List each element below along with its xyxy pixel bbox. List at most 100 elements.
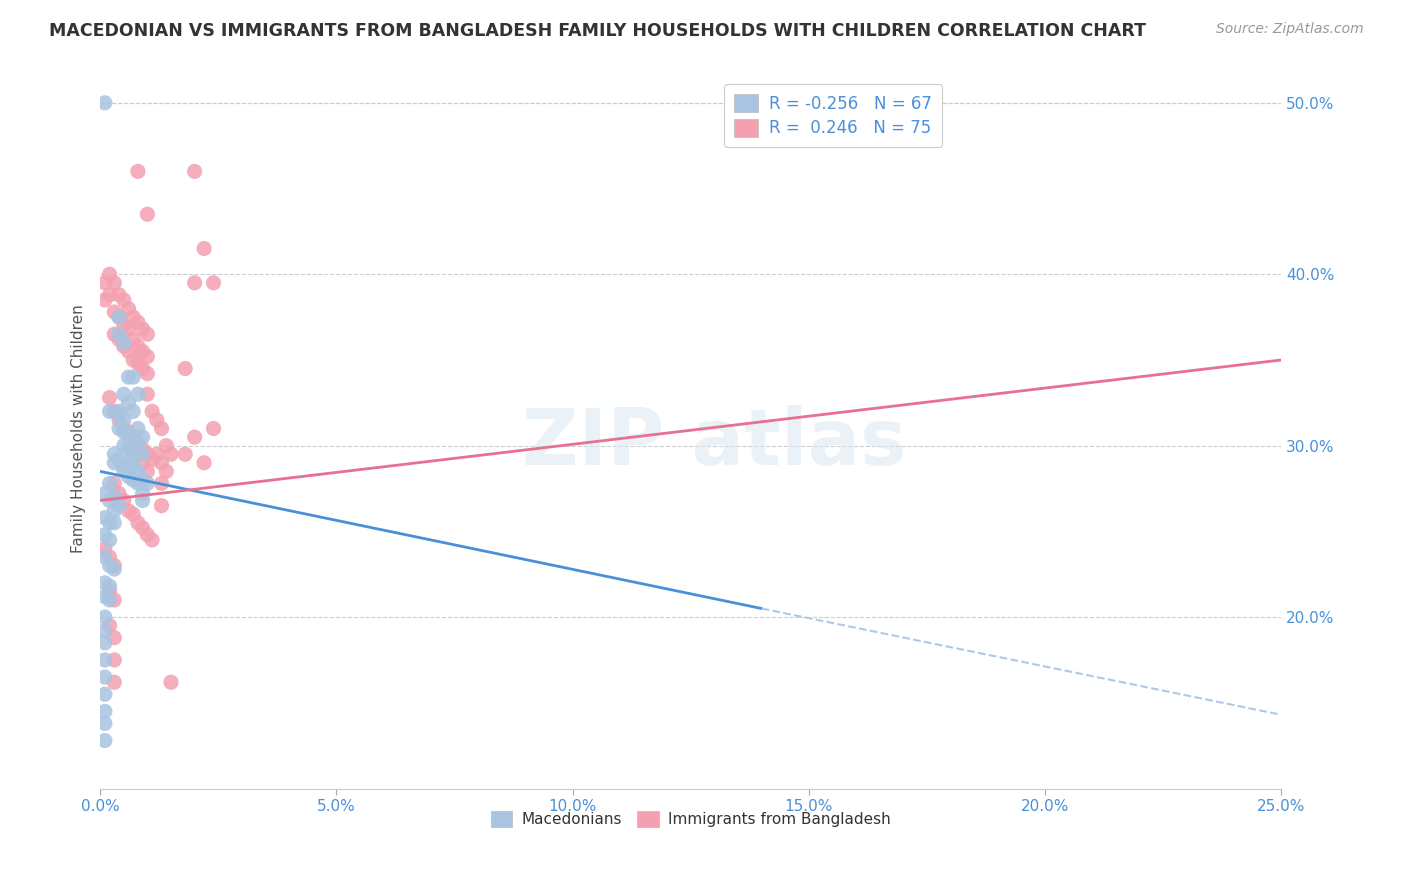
- Point: [131, 486, 153, 500]
- Point: [141, 404, 163, 418]
- Point: [136, 367, 159, 381]
- Point: [112, 425, 135, 439]
- Point: [117, 456, 139, 470]
- Point: [108, 499, 131, 513]
- Point: [98, 579, 121, 593]
- Point: [127, 435, 149, 450]
- Point: [112, 339, 135, 353]
- Point: [94, 687, 117, 701]
- Point: [146, 447, 169, 461]
- Point: [108, 288, 131, 302]
- Point: [112, 335, 135, 350]
- Point: [108, 486, 131, 500]
- Point: [103, 456, 125, 470]
- Point: [103, 490, 125, 504]
- Point: [122, 332, 145, 346]
- Point: [103, 276, 125, 290]
- Point: [127, 387, 149, 401]
- Point: [108, 332, 131, 346]
- Point: [122, 507, 145, 521]
- Point: [98, 391, 121, 405]
- Point: [150, 476, 173, 491]
- Point: [103, 516, 125, 530]
- Point: [202, 421, 225, 435]
- Point: [131, 493, 153, 508]
- Point: [94, 716, 117, 731]
- Legend: Macedonians, Immigrants from Bangladesh: Macedonians, Immigrants from Bangladesh: [484, 803, 898, 835]
- Point: [112, 464, 135, 478]
- Point: [193, 242, 215, 256]
- Point: [112, 387, 135, 401]
- Point: [117, 469, 139, 483]
- Point: [103, 476, 125, 491]
- Point: [94, 705, 117, 719]
- Point: [122, 353, 145, 368]
- Point: [127, 464, 149, 478]
- Point: [117, 370, 139, 384]
- Point: [108, 421, 131, 435]
- Point: [94, 636, 117, 650]
- Point: [108, 310, 131, 324]
- Point: [136, 327, 159, 342]
- Point: [136, 387, 159, 401]
- Point: [131, 442, 153, 456]
- Point: [103, 447, 125, 461]
- Point: [103, 653, 125, 667]
- Point: [183, 164, 205, 178]
- Text: Source: ZipAtlas.com: Source: ZipAtlas.com: [1216, 22, 1364, 37]
- Point: [146, 413, 169, 427]
- Point: [98, 476, 121, 491]
- Point: [108, 327, 131, 342]
- Point: [183, 430, 205, 444]
- Point: [103, 504, 125, 518]
- Point: [94, 733, 117, 747]
- Point: [103, 631, 125, 645]
- Point: [117, 322, 139, 336]
- Point: [94, 510, 117, 524]
- Point: [155, 439, 177, 453]
- Point: [150, 499, 173, 513]
- Point: [98, 533, 121, 547]
- Point: [103, 675, 125, 690]
- Point: [183, 276, 205, 290]
- Point: [103, 593, 125, 607]
- Point: [131, 473, 153, 487]
- Point: [136, 207, 159, 221]
- Point: [98, 584, 121, 599]
- Point: [108, 413, 131, 427]
- Point: [94, 575, 117, 590]
- Point: [127, 164, 149, 178]
- Point: [193, 456, 215, 470]
- Point: [155, 464, 177, 478]
- Point: [131, 322, 153, 336]
- Point: [103, 404, 125, 418]
- Point: [94, 528, 117, 542]
- Point: [117, 442, 139, 456]
- Point: [112, 439, 135, 453]
- Point: [98, 516, 121, 530]
- Point: [117, 425, 139, 439]
- Point: [136, 528, 159, 542]
- Point: [122, 404, 145, 418]
- Point: [136, 350, 159, 364]
- Point: [98, 288, 121, 302]
- Point: [122, 310, 145, 324]
- Point: [112, 318, 135, 333]
- Point: [117, 430, 139, 444]
- Point: [112, 413, 135, 427]
- Point: [112, 459, 135, 474]
- Point: [94, 590, 117, 604]
- Point: [112, 421, 135, 435]
- Point: [131, 456, 153, 470]
- Point: [117, 344, 139, 359]
- Point: [202, 276, 225, 290]
- Point: [122, 473, 145, 487]
- Point: [127, 447, 149, 461]
- Point: [94, 541, 117, 556]
- Point: [117, 504, 139, 518]
- Point: [112, 493, 135, 508]
- Point: [122, 370, 145, 384]
- Point: [98, 618, 121, 632]
- Point: [127, 439, 149, 453]
- Point: [108, 310, 131, 324]
